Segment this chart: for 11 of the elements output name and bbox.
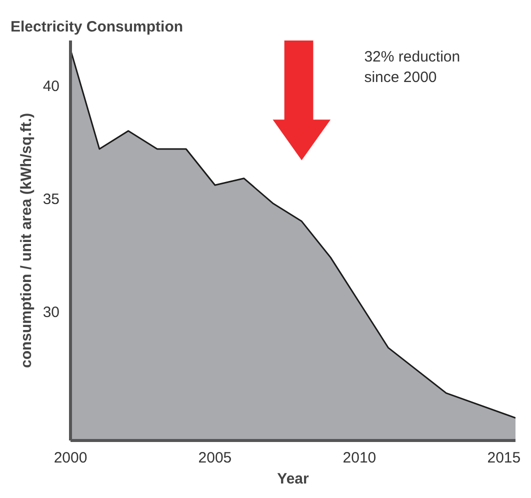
y-tick-label: 40 [42,78,60,96]
y-axis-title: consumption / unit area (kWh/sq.ft.) [18,112,35,368]
chart-title: Electricity Consumption [10,18,184,36]
x-tick-label: 2010 [342,450,376,466]
x-tick-label: 2000 [54,450,88,466]
x-tick-label: 2005 [198,450,232,466]
x-tick-label: 2015 [487,450,521,466]
annotation: 32% reduction since 2000 [364,48,460,86]
x-axis-title: Year [277,470,310,488]
y-tick-label: 30 [42,304,60,322]
y-tick-label: 35 [42,191,60,208]
